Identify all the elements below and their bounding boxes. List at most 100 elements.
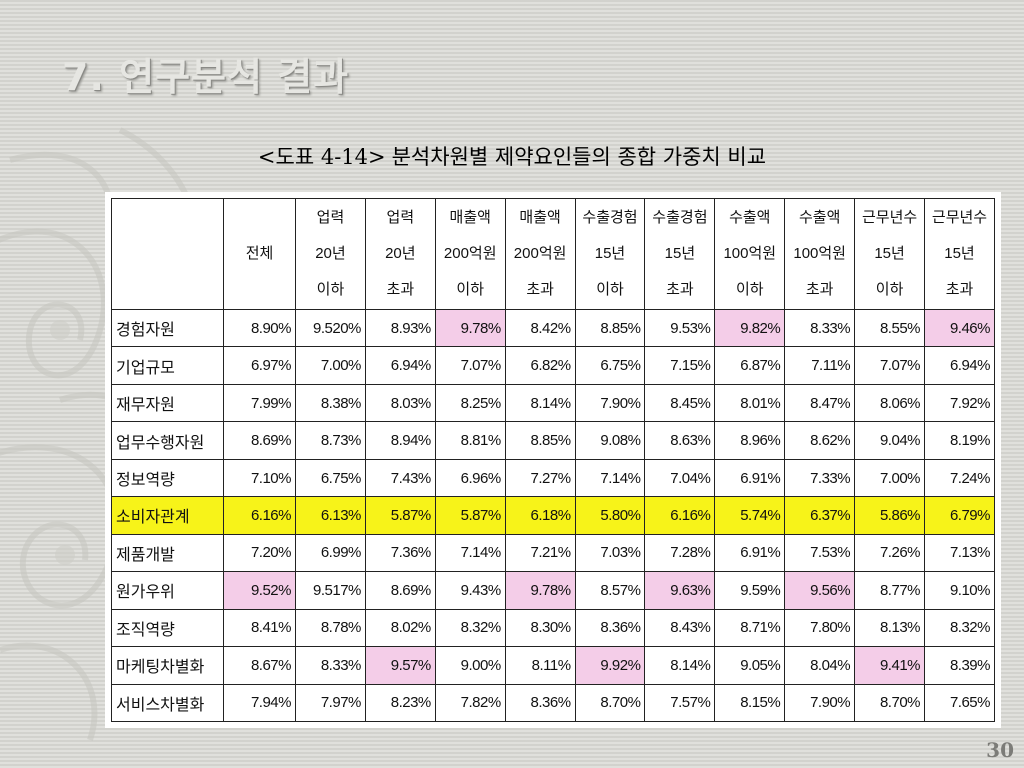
table-cell: 7.90%: [574, 383, 646, 423]
table-cell: 7.07%: [854, 346, 926, 385]
table-cell: 8.32%: [924, 608, 995, 648]
row-label: 원가우위: [111, 571, 224, 610]
table-cell: 6.79%: [924, 496, 995, 535]
table-cell: 8.11%: [504, 646, 576, 685]
table-cell: 7.10%: [223, 458, 296, 498]
column-header-line: 이하: [735, 281, 764, 298]
column-header-line: 이하: [875, 281, 904, 298]
table-cell: 6.99%: [295, 533, 366, 573]
row-label: 업무수행자원: [111, 421, 224, 460]
header-corner-cell: [111, 198, 224, 310]
column-header-line: 초과: [386, 281, 415, 298]
column-header-line: 초과: [805, 281, 834, 298]
table-cell: 7.11%: [784, 346, 856, 385]
table-cell: 7.15%: [644, 346, 716, 385]
table-cell: 9.63%: [644, 571, 716, 610]
table-cell: 5.86%: [854, 496, 926, 535]
table-cell: 7.21%: [504, 533, 576, 573]
table-row: 마케팅차별화 8.67% 8.33% 9.57% 9.00% 8.11% 9.92% 8.14…: [111, 646, 995, 685]
table-cell: 8.77%: [854, 571, 926, 610]
table-cell: 8.32%: [434, 608, 506, 648]
table-cell: 8.96%: [714, 421, 786, 460]
table-cell: 9.520%: [295, 308, 366, 348]
table-cell: 7.94%: [223, 683, 296, 723]
table-cell: 9.78%: [504, 571, 576, 610]
table-cell: 7.43%: [364, 458, 436, 498]
column-header-line: 20년: [385, 245, 416, 262]
table-cell: 6.16%: [223, 496, 296, 535]
table-cell: 6.75%: [574, 346, 646, 385]
table-cell: 9.57%: [364, 646, 436, 685]
column-header-line: 초과: [666, 281, 694, 298]
table-cell: 8.25%: [434, 383, 506, 423]
table-cell: 8.70%: [854, 683, 926, 723]
table-cell: 6.18%: [504, 496, 576, 535]
table-cell: 7.80%: [784, 608, 856, 648]
column-header-line: 근무년수: [861, 209, 918, 226]
table-cell: 6.91%: [714, 533, 786, 573]
table-cell: 7.03%: [574, 533, 646, 573]
table-cell: 8.04%: [784, 646, 856, 685]
table-cell: 8.81%: [434, 421, 506, 460]
column-header-line: 이하: [596, 281, 624, 298]
column-header-line: 근무년수: [931, 209, 988, 226]
table-cell: 5.87%: [434, 496, 506, 535]
table-cell: 6.16%: [644, 496, 716, 535]
column-header-line: 200억원: [443, 245, 497, 262]
table-cell: 7.97%: [295, 683, 366, 723]
column-header-line: 수출액: [798, 209, 841, 226]
table-cell: 9.10%: [924, 571, 995, 610]
row-label: 재무자원: [111, 383, 224, 423]
table-cell: 7.26%: [854, 533, 926, 573]
column-header: 업력 20년 초과: [364, 198, 436, 310]
column-header-line: 200억원: [513, 245, 567, 262]
table-cell: 8.57%: [574, 571, 646, 610]
column-header: 근무년수 15년 이하: [854, 198, 926, 310]
row-label: 서비스차별화: [111, 683, 224, 723]
column-header: 전체: [223, 198, 296, 310]
table-cell: 8.71%: [714, 608, 786, 648]
table-cell: 8.33%: [784, 308, 856, 348]
column-header-line: 업력: [316, 209, 345, 226]
table-cell: 9.53%: [644, 308, 716, 348]
table-cell: 8.55%: [854, 308, 926, 348]
table-cell: 8.41%: [223, 608, 296, 648]
table-cell: 8.19%: [924, 421, 995, 460]
table-header-row: 전체 업력 20년 이하 업력 20년 초과 매출액 200억원 이하 매출액 200억원 초과 수출경…: [111, 198, 995, 310]
row-label: 제품개발: [111, 533, 224, 573]
table-cell: 9.59%: [714, 571, 786, 610]
table-cell: 7.13%: [924, 533, 995, 573]
row-label: 소비자관계: [111, 496, 224, 535]
column-header-line: 100억원: [723, 245, 777, 262]
table-row: 경험자원 8.90% 9.520% 8.93% 9.78% 8.42% 8.85% 9.53%…: [111, 308, 995, 348]
table-body: 경험자원 8.90% 9.520% 8.93% 9.78% 8.42% 8.85% 9.53%…: [111, 308, 995, 723]
table-cell: 7.24%: [924, 458, 995, 498]
column-header: 수출액 100억원 초과: [784, 198, 856, 310]
table-cell: 8.78%: [295, 608, 366, 648]
table-cell: 8.90%: [223, 308, 296, 348]
row-label: 정보역량: [111, 458, 224, 498]
table-cell: 6.94%: [364, 346, 436, 385]
table-caption: <도표 4-14> 분석차원별 제약요인들의 종합 가중치 비교: [0, 141, 1024, 171]
table-cell: 7.07%: [434, 346, 506, 385]
table-cell: 7.92%: [924, 383, 995, 423]
table-cell: 8.36%: [574, 608, 646, 648]
column-header: 수출경험 15년 이하: [574, 198, 646, 310]
table-cell: 6.87%: [714, 346, 786, 385]
table-row: 제품개발 7.20% 6.99% 7.36% 7.14% 7.21% 7.03% 7.28% 6…: [111, 533, 995, 573]
column-header: 근무년수 15년 초과: [924, 198, 995, 310]
table-cell: 7.33%: [784, 458, 856, 498]
column-header-line: 매출액: [519, 209, 561, 226]
table-cell: 8.02%: [364, 608, 436, 648]
table-cell: 9.517%: [295, 571, 366, 610]
table-row: 조직역량 8.41% 8.78% 8.02% 8.32% 8.30% 8.36% 8.43% 8…: [111, 608, 995, 648]
table-cell: 9.78%: [434, 308, 506, 348]
table-row: 서비스차별화 7.94% 7.97% 8.23% 7.82% 8.36% 8.70% 7.57…: [111, 683, 995, 723]
table-cell: 5.80%: [574, 496, 646, 535]
table-cell: 8.73%: [295, 421, 366, 460]
page-number: 30: [986, 738, 1014, 762]
table-cell: 8.63%: [644, 421, 716, 460]
table-cell: 8.30%: [504, 608, 576, 648]
table-cell: 7.14%: [574, 458, 646, 498]
column-header-line: 이하: [316, 281, 345, 298]
